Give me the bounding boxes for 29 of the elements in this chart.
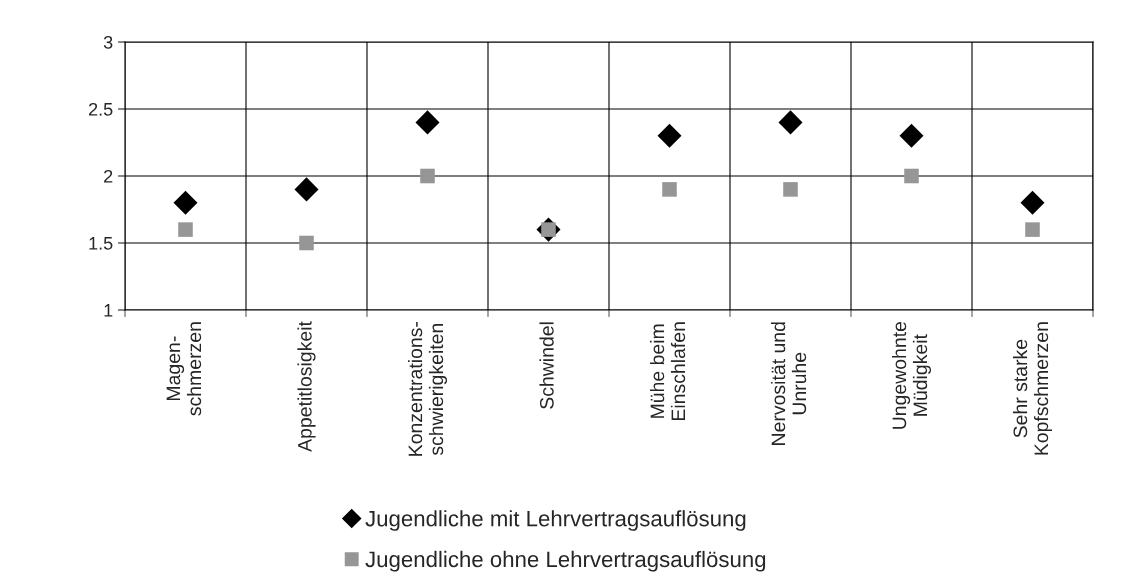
point <box>783 182 798 197</box>
point <box>173 190 198 215</box>
point <box>299 235 314 251</box>
point <box>294 177 319 202</box>
x-tick-label: Nervosität und Unruhe <box>770 322 807 445</box>
x-tick-label: Schwindel <box>539 322 554 409</box>
y-tick-label: 2 <box>104 169 113 183</box>
point <box>1025 222 1040 237</box>
x-tick-label: Konzentrations- schwierigkeiten <box>407 321 448 456</box>
point <box>662 182 677 197</box>
point <box>904 168 919 184</box>
point <box>1020 190 1045 215</box>
y-tick-label: 1 <box>104 304 113 317</box>
x-tick-label: Appetitlosigkeit <box>297 321 316 452</box>
y-tick-label: 2.5 <box>89 102 113 116</box>
point <box>899 123 924 148</box>
point <box>178 222 193 237</box>
point <box>420 168 435 184</box>
x-tick-label: Sehr starke Kopfschmerzen <box>1012 322 1053 455</box>
point <box>778 110 803 135</box>
legend-label: Jugendliche mit Lehrvertragsauflösung <box>365 510 746 531</box>
y-tick-label: 3 <box>103 35 113 49</box>
y-tick-label: 1.5 <box>89 237 113 250</box>
x-tick-label: Mühe beim Einschlafen <box>649 322 686 421</box>
point <box>415 110 440 135</box>
x-tick-label: Ungewohnte Müdigkeit <box>891 321 932 429</box>
point <box>657 123 682 148</box>
x-tick-label: Magen- schmerzen <box>166 322 202 416</box>
legend-label: Jugendliche ohne Lehrvertragsauflösung <box>365 550 766 572</box>
